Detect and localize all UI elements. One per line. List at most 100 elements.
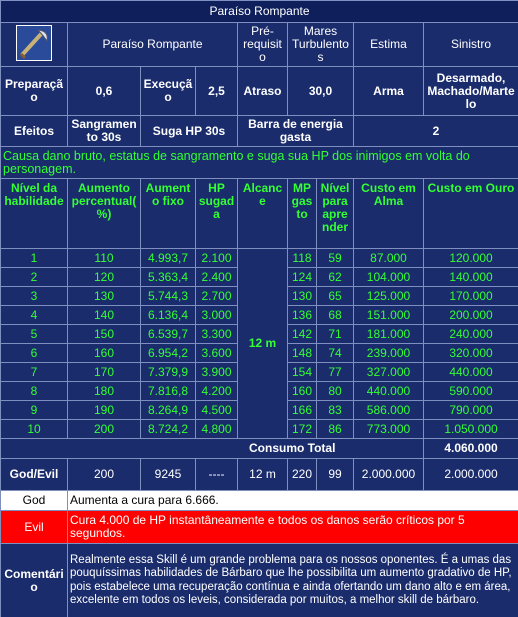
cell: 77 xyxy=(316,362,354,382)
row: 7 170 7.379,9 3.900 154 77 327.000 440.000 xyxy=(0,362,518,382)
effect: Suga HP 30s xyxy=(140,115,238,147)
cell: 239.000 xyxy=(353,343,424,363)
row: Evil Cura 4.000 de HP instantâneamente e … xyxy=(0,510,518,544)
cell: 7 xyxy=(0,362,68,382)
value: Desarmado, Machado/Martelo xyxy=(422,66,518,116)
value: 2 xyxy=(352,115,518,147)
cell: 5.363,4 xyxy=(140,267,196,287)
cell: 80 xyxy=(316,381,354,401)
cell: 83 xyxy=(316,400,354,420)
cell: 118 xyxy=(287,248,317,268)
cell: 190 xyxy=(67,400,141,420)
column-header: Aumento percentual(%) xyxy=(67,178,141,249)
range: 12 m xyxy=(237,248,288,439)
cell: 2.700 xyxy=(195,286,238,306)
cell: 62 xyxy=(316,267,354,287)
cell: 130 xyxy=(67,286,141,306)
cell: 2.100 xyxy=(195,248,238,268)
cell: 3.900 xyxy=(195,362,238,382)
label: Atraso xyxy=(237,66,288,116)
value: 2,5 xyxy=(195,66,238,116)
cell: 151.000 xyxy=(353,305,424,325)
cell: 120 xyxy=(67,267,141,287)
column-header: MP gasto xyxy=(287,178,317,249)
cell: 154 xyxy=(287,362,317,382)
cell: 136 xyxy=(287,305,317,325)
column-header: HP sugada xyxy=(195,178,238,249)
cell: 140.000 xyxy=(422,267,518,287)
cell: 6.136,4 xyxy=(140,305,196,325)
cell: 124 xyxy=(287,267,317,287)
cell: 140 xyxy=(67,305,141,325)
row: God Aumenta a cura para 6.666. xyxy=(0,490,518,511)
cell: 181.000 xyxy=(353,324,424,344)
column-header: Custo em Alma xyxy=(353,178,424,249)
row: 5 150 6.539,7 3.300 142 71 181.000 240.000 xyxy=(0,324,518,344)
cell: 586.000 xyxy=(353,400,424,420)
cell: ---- xyxy=(195,458,238,491)
cell: 4 xyxy=(0,305,68,325)
column-header: Custo em Ouro xyxy=(422,178,518,249)
value: Mares Turbulentos xyxy=(287,22,354,67)
cell: 6.954,2 xyxy=(140,343,196,363)
skill-icon xyxy=(0,22,68,67)
cell: 87.000 xyxy=(353,248,424,268)
cell: 4.500 xyxy=(195,400,238,420)
cell: 200 xyxy=(67,458,141,491)
value: 0,6 xyxy=(67,66,141,116)
row: 6 160 6.954,2 3.600 148 74 239.000 320.000 xyxy=(0,343,518,363)
cell: 4.800 xyxy=(195,419,238,439)
cell: 150 xyxy=(67,324,141,344)
cell: 2.000.000 xyxy=(353,458,424,491)
cell: 110 xyxy=(67,248,141,268)
cell: 220 xyxy=(287,458,317,491)
skill-name: Paraíso Rompante xyxy=(67,22,238,67)
cell: 8 xyxy=(0,381,68,401)
row: 1 110 4.993,7 2.100 12 m 118 59 87.000 120.000 xyxy=(0,248,518,439)
evil-label: Evil xyxy=(0,510,68,544)
cell: 440.000 xyxy=(353,381,424,401)
column-header: Nível para aprender xyxy=(316,178,354,249)
value: 30,0 xyxy=(287,66,354,116)
column-header: Alcance xyxy=(237,178,288,249)
cell: 7.816,8 xyxy=(140,381,196,401)
cell: 7.379,9 xyxy=(140,362,196,382)
row: 3 130 5.744,3 2.700 130 65 125.000 170.000 xyxy=(0,286,518,306)
cell: 148 xyxy=(287,343,317,363)
cell: 5 xyxy=(0,324,68,344)
description: Causa dano bruto, estatus de sangramento… xyxy=(0,146,518,179)
cell: 3.000 xyxy=(195,305,238,325)
label: Pré-requisito xyxy=(237,22,288,67)
cell: 120.000 xyxy=(422,248,518,268)
row: Consumo Total 4.060.000 xyxy=(0,438,518,459)
cell: 6 xyxy=(0,343,68,363)
cell: 1 xyxy=(0,248,68,268)
evil-text: Cura 4.000 de HP instantâneamente e todo… xyxy=(66,510,518,544)
cell: 9245 xyxy=(140,458,196,491)
cell: 8.264,9 xyxy=(140,400,196,420)
effect: Barra de energia gasta xyxy=(237,115,354,147)
cell: 590.000 xyxy=(422,381,518,401)
cell: 2 xyxy=(0,267,68,287)
cell: 3.300 xyxy=(195,324,238,344)
god-text: Aumenta a cura para 6.666. xyxy=(66,490,518,511)
cell: 2.000.000 xyxy=(422,458,518,491)
cell: 200 xyxy=(67,419,141,439)
cell: 8.724,2 xyxy=(140,419,196,439)
value: Sinistro xyxy=(422,22,518,67)
total-label: Consumo Total xyxy=(0,438,424,459)
cell: 130 xyxy=(287,286,317,306)
row: God/Evil 200 9245 ---- 12 m 220 99 2.000.000 2.0… xyxy=(0,458,518,491)
cell: 125.000 xyxy=(353,286,424,306)
total-value: 4.060.000 xyxy=(422,438,518,459)
skill-title: Paraíso Rompante xyxy=(0,0,518,23)
label: Preparação xyxy=(0,66,68,116)
column-header: Aumento fixo xyxy=(140,178,196,249)
cell: 170.000 xyxy=(422,286,518,306)
column-header: Nível da habilidade xyxy=(0,178,68,249)
cell: 68 xyxy=(316,305,354,325)
cell: 99 xyxy=(316,458,354,491)
row: Comentário Realmente essa Skill é um gran… xyxy=(0,543,518,617)
label: Estima xyxy=(353,22,424,67)
cell: 10 xyxy=(0,419,68,439)
